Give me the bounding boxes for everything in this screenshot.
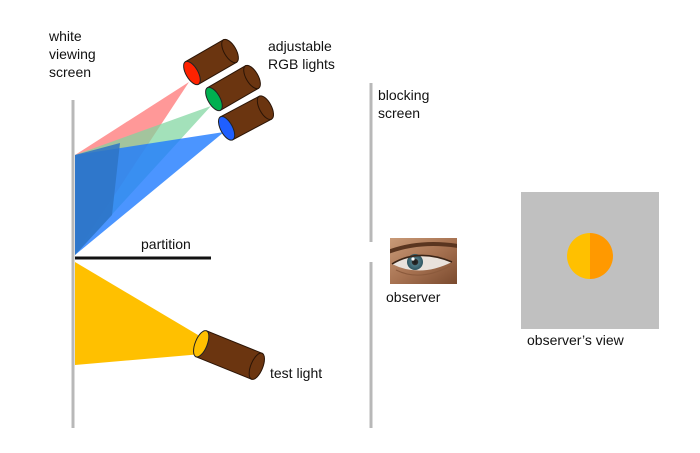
red-light-lamp: [183, 38, 239, 86]
green-light-lamp: [205, 64, 261, 112]
rgb-lights-label-line2: RGB lights: [268, 56, 335, 72]
test-light-lamp: [193, 330, 265, 380]
test-light-lens: [193, 330, 210, 358]
white-viewing-screen-label: white viewing screen: [49, 27, 96, 81]
test-light-label: test light: [270, 365, 323, 381]
rgb-lights-label-line1: adjustable: [268, 38, 332, 54]
red-light-lens: [183, 60, 201, 86]
blue-light-lens: [217, 116, 236, 141]
blocking-screen-label-line1: blocking: [378, 87, 430, 103]
blocking-screen-label-line2: screen: [378, 105, 421, 121]
white-viewing-screen-label-line2: viewing: [49, 46, 96, 62]
blue-light-lamp: [217, 95, 275, 141]
rgb-lights-label: adjustable RGB lights: [268, 37, 335, 73]
white-viewing-screen-label-line1: white: [49, 28, 82, 44]
white-viewing-screen-label-line3: screen: [49, 64, 92, 80]
screen-mixed-light: [75, 143, 120, 255]
observers-view-field-right: [590, 233, 613, 279]
observers-view-label: observer’s view: [527, 332, 624, 348]
observers-view-field-left: [567, 233, 590, 279]
observer-eye-image: [390, 238, 457, 284]
test-light-beam: [75, 262, 202, 365]
partition-label: partition: [141, 236, 191, 252]
observer-label: observer: [386, 289, 441, 305]
blocking-screen-label: blocking screen: [378, 86, 429, 122]
green-light-lens: [205, 86, 223, 112]
